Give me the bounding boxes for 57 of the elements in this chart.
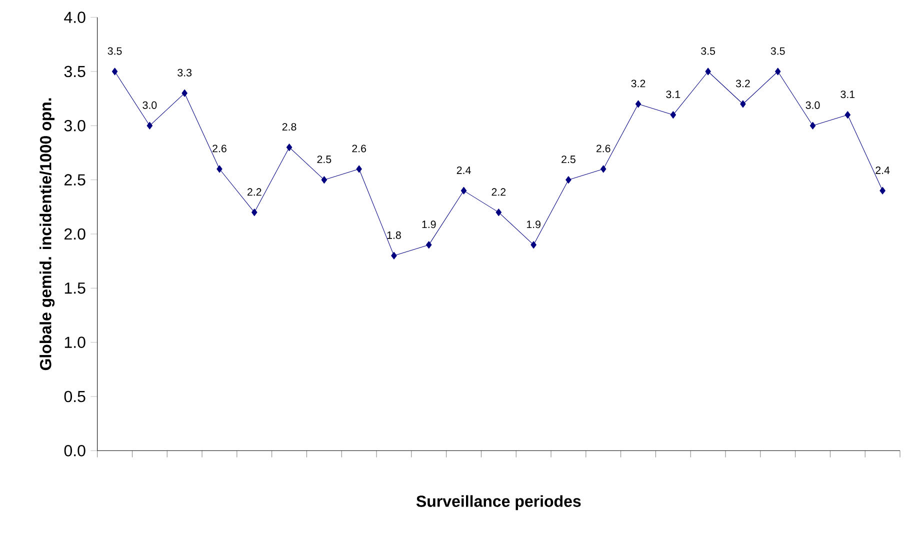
y-tick-label: 0.5 — [64, 390, 86, 402]
data-label: 3.5 — [770, 47, 785, 55]
y-tick-label: 2.0 — [64, 228, 86, 240]
point — [810, 122, 816, 130]
data-label: 2.6 — [352, 144, 366, 152]
point — [252, 208, 258, 216]
data-label: 2.5 — [562, 156, 576, 164]
y-tick-label: 1.0 — [64, 336, 86, 348]
data-label: 2.4 — [876, 166, 890, 174]
point — [182, 89, 188, 97]
point — [600, 165, 606, 173]
point — [112, 68, 118, 76]
data-label: 3.1 — [666, 90, 680, 98]
point — [496, 208, 502, 216]
y-tick-label: 3.5 — [64, 66, 86, 78]
point — [321, 176, 328, 184]
data-label: 2.5 — [317, 156, 332, 164]
data-label: 2.6 — [596, 144, 610, 152]
data-label: 2.6 — [212, 144, 226, 152]
point — [460, 186, 467, 194]
y-tick-label: 1.5 — [64, 282, 86, 294]
point — [774, 68, 781, 76]
data-label: 3.2 — [631, 80, 646, 88]
point — [391, 252, 397, 260]
point — [566, 176, 572, 184]
data-label: 3.1 — [840, 90, 855, 98]
data-label: 3.2 — [736, 80, 750, 88]
y-tick-label: 3.0 — [64, 120, 86, 132]
data-label: 2.8 — [282, 123, 296, 131]
point — [880, 186, 886, 194]
point — [740, 100, 746, 108]
point — [356, 165, 362, 173]
point — [670, 111, 676, 119]
y-tick-label: 4.0 — [64, 12, 86, 23]
y-tick-label: 2.5 — [64, 174, 86, 186]
data-label: 3.5 — [108, 47, 122, 55]
point — [216, 165, 222, 173]
data-label: 1.9 — [526, 220, 540, 228]
data-label: 1.9 — [422, 220, 436, 228]
data-label: 2.4 — [456, 166, 471, 174]
point — [635, 100, 642, 108]
point — [286, 144, 292, 152]
point — [146, 122, 153, 130]
x-axis-title: Surveillance periodes — [416, 495, 581, 510]
point — [844, 111, 851, 119]
data-label: 1.8 — [387, 231, 401, 239]
point — [530, 241, 536, 249]
data-label: 3.3 — [178, 68, 192, 76]
y-axis-title: Globale gemid. incidentie/1000 opn. — [40, 98, 55, 370]
data-label: 3.0 — [806, 101, 820, 109]
data-label: 3.5 — [701, 47, 716, 55]
y-tick-label: 0.0 — [64, 445, 86, 456]
point — [705, 68, 711, 76]
point — [426, 241, 432, 249]
data-label: 2.2 — [492, 188, 506, 196]
data-label: 2.2 — [248, 188, 262, 196]
data-label: 3.0 — [142, 101, 157, 109]
